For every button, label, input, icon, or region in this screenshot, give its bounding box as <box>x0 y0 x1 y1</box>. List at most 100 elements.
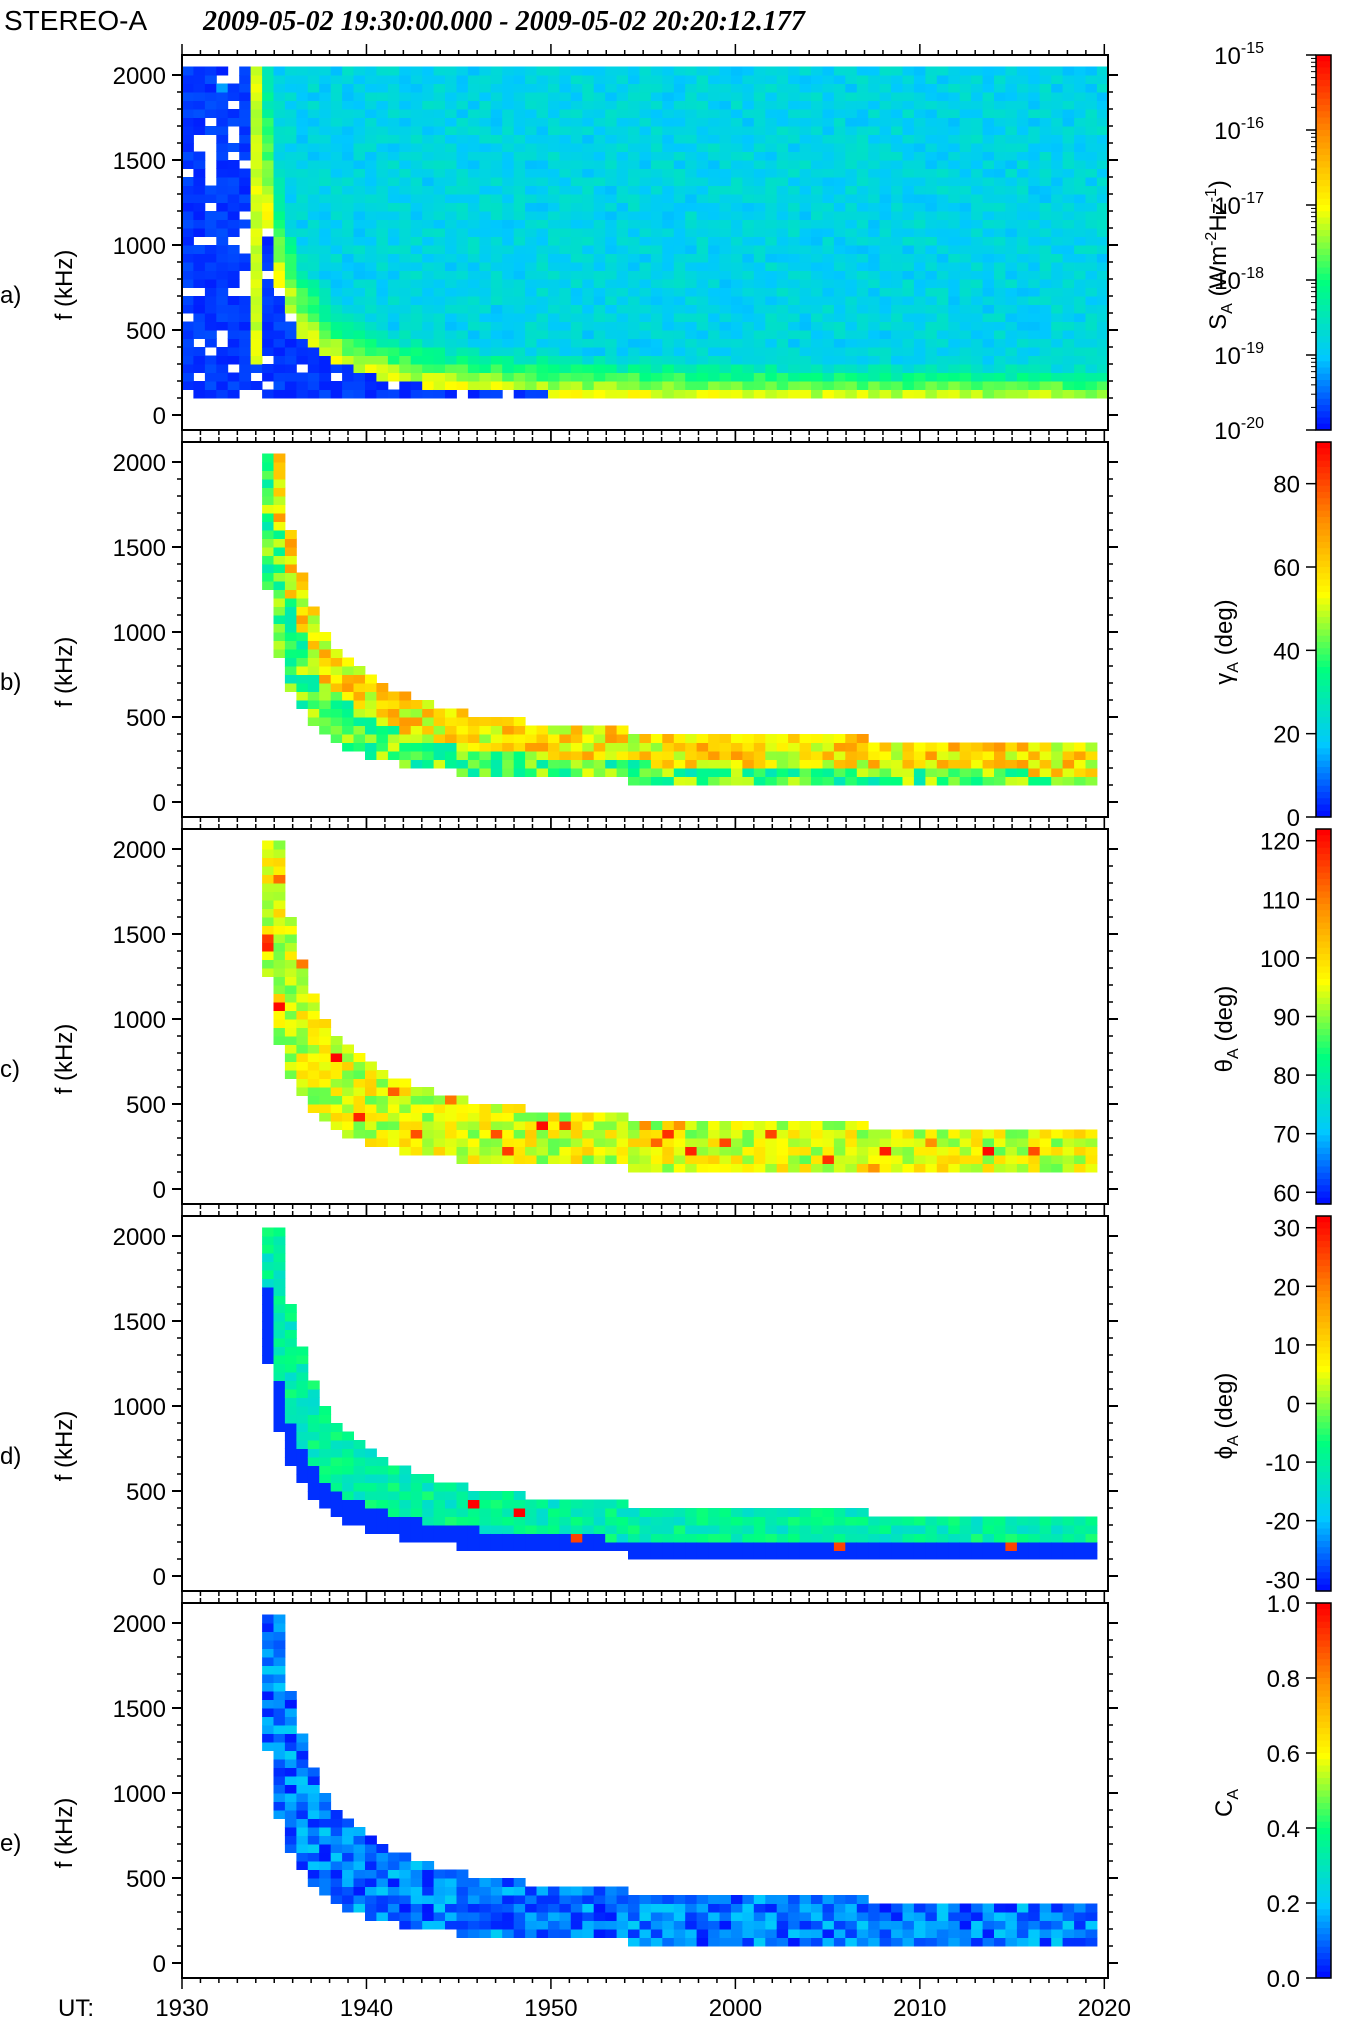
heatmap-cell <box>467 228 480 237</box>
heatmap-cell <box>582 168 595 178</box>
heatmap-cell <box>891 304 903 314</box>
heatmap-cell <box>1028 1155 1041 1164</box>
heatmap-cell <box>193 262 206 271</box>
heatmap-cell <box>628 168 640 178</box>
heatmap-cell <box>845 751 858 760</box>
heatmap-cell <box>273 874 286 884</box>
heatmap-cell <box>845 1138 858 1147</box>
heatmap-cell <box>490 236 503 246</box>
heatmap-cell <box>605 751 618 760</box>
heatmap-cell <box>788 109 800 118</box>
heatmap-cell <box>227 381 240 390</box>
heatmap-cell <box>982 389 995 399</box>
heatmap-cell <box>1005 151 1018 161</box>
heatmap-cell <box>971 296 983 305</box>
heatmap-cell <box>971 202 983 212</box>
heatmap-cell <box>456 1129 469 1139</box>
heatmap-cell <box>262 538 274 548</box>
heatmap-cell <box>296 1474 309 1483</box>
heatmap-cell <box>788 347 800 356</box>
heatmap-cell <box>925 100 938 110</box>
colorbar-tick-label: 90 <box>1273 1005 1300 1032</box>
heatmap-cell <box>731 364 743 373</box>
heatmap-cell <box>502 194 515 203</box>
heatmap-cell <box>342 1121 354 1130</box>
heatmap-cell <box>536 389 549 399</box>
heatmap-cell <box>410 1146 423 1156</box>
heatmap-cell <box>387 117 400 127</box>
heatmap-cell <box>559 742 572 752</box>
heatmap-cell <box>605 109 618 118</box>
heatmap-cell <box>342 117 354 127</box>
heatmap-cell <box>1028 355 1041 365</box>
heatmap-cell <box>753 381 766 390</box>
heatmap-cell <box>788 168 800 178</box>
heatmap-cell <box>410 253 423 263</box>
heatmap-cell <box>845 211 858 220</box>
heatmap-cell <box>273 623 286 633</box>
heatmap-cell <box>639 245 652 254</box>
heatmap-cell <box>296 100 309 110</box>
heatmap-cell <box>650 330 663 339</box>
heatmap-cell <box>822 364 835 373</box>
heatmap-cell <box>502 270 515 280</box>
heatmap-cell <box>650 100 663 110</box>
heatmap-cell <box>376 313 389 322</box>
heatmap-cell <box>502 117 515 127</box>
heatmap-cell <box>1005 776 1018 786</box>
heatmap-cell <box>1016 202 1029 212</box>
heatmap-cell <box>319 151 332 161</box>
heatmap-cell <box>959 168 972 178</box>
heatmap-cell <box>994 364 1006 373</box>
heatmap-cell <box>708 1146 720 1156</box>
heatmap-cell <box>250 304 263 314</box>
heatmap-cell <box>342 1053 354 1062</box>
heatmap-cell <box>239 296 252 305</box>
heatmap-cell <box>1062 389 1075 399</box>
heatmap-cell <box>216 262 229 271</box>
heatmap-cell <box>788 194 800 203</box>
heatmap-cell <box>994 347 1006 356</box>
heatmap-cell <box>696 742 709 752</box>
heatmap-cell <box>182 75 194 84</box>
heatmap-cell <box>959 751 972 760</box>
heatmap-cell <box>696 1163 709 1173</box>
heatmap-cell <box>696 202 709 212</box>
heatmap-cell <box>605 355 618 365</box>
heatmap-cell <box>273 100 286 110</box>
heatmap-cell <box>639 185 652 195</box>
heatmap-cell <box>342 270 354 280</box>
heatmap-cell <box>227 185 240 195</box>
heatmap-cell <box>227 330 240 339</box>
heatmap-cell <box>1085 92 1098 101</box>
heatmap-cell <box>456 194 469 203</box>
heatmap-cell <box>422 262 435 271</box>
heatmap-cell <box>879 364 892 373</box>
heatmap-cell <box>353 185 366 195</box>
heatmap-cell <box>868 168 881 178</box>
heatmap-cell <box>284 1338 297 1347</box>
heatmap-cell <box>616 228 629 237</box>
heatmap-cell <box>307 1414 320 1424</box>
colorbar-segment <box>1316 1197 1331 1205</box>
heatmap-cell <box>548 1121 560 1130</box>
heatmap-cell <box>502 279 515 288</box>
heatmap-cell <box>536 66 549 76</box>
heatmap-cell <box>685 759 698 769</box>
heatmap-cell <box>284 683 297 692</box>
heatmap-cell <box>1051 211 1064 220</box>
heatmap-cell <box>673 253 686 263</box>
heatmap-cell <box>582 1146 595 1156</box>
heatmap-cell <box>982 75 995 84</box>
heatmap-cell <box>319 372 332 382</box>
heatmap-cell <box>982 742 995 752</box>
heatmap-cell <box>330 151 343 161</box>
heatmap-cell <box>376 117 389 127</box>
heatmap-cell <box>525 211 537 220</box>
heatmap-cell <box>868 194 881 203</box>
colorbar-tick-label: 20 <box>1273 722 1300 749</box>
heatmap-cell <box>616 347 629 356</box>
heatmap-cell <box>422 381 435 390</box>
heatmap-cell <box>1051 1129 1064 1139</box>
